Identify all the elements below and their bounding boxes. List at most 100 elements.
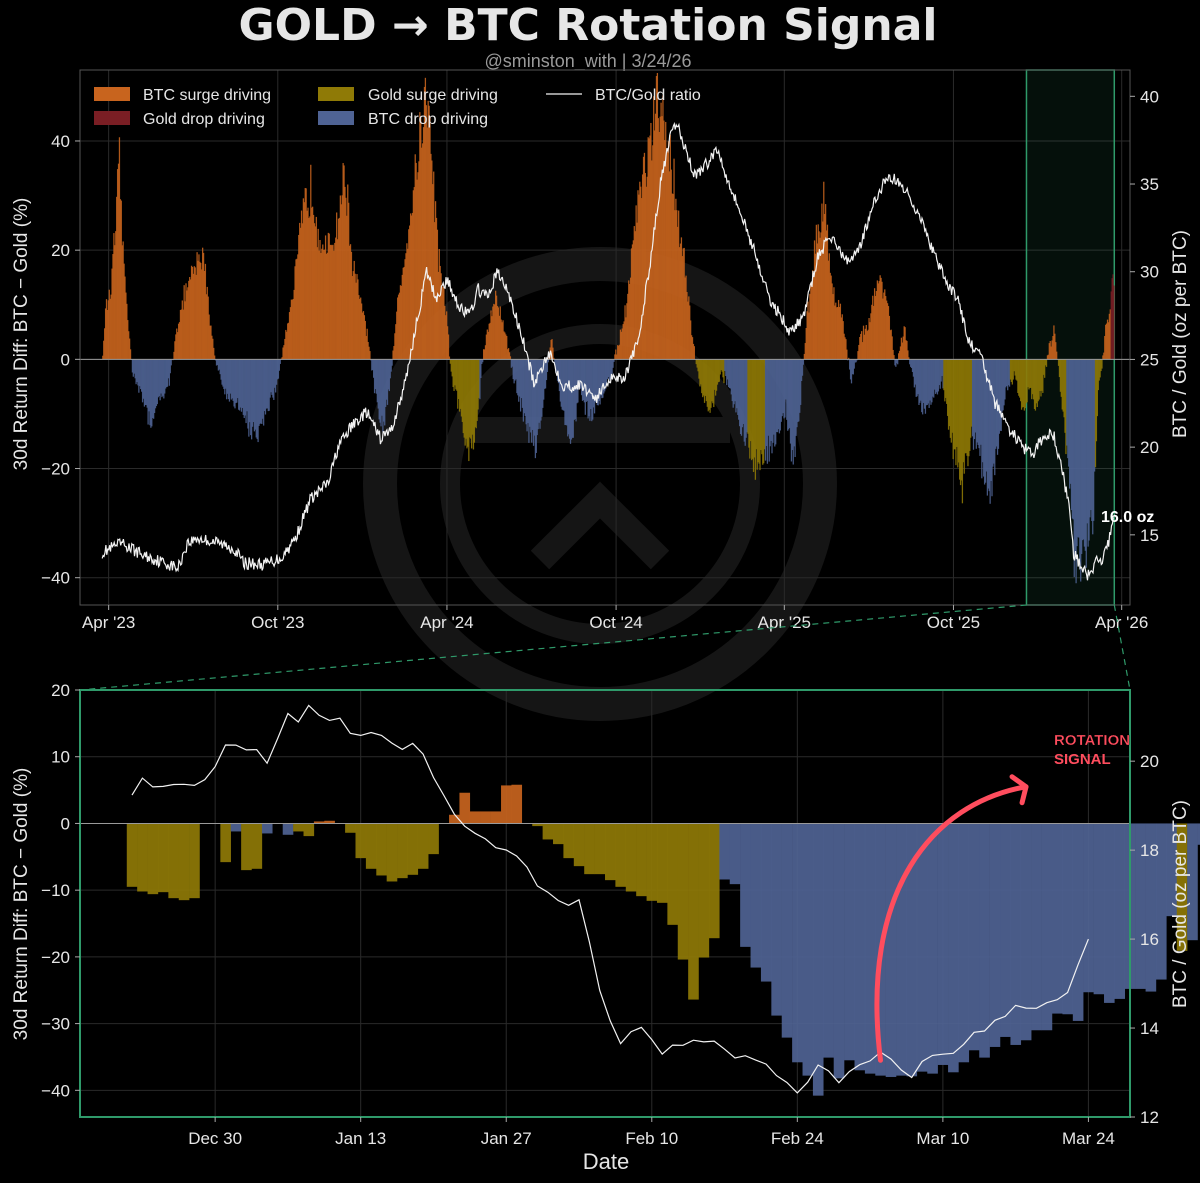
overview-diff-bar	[713, 359, 715, 408]
overview-diff-bar	[728, 359, 731, 389]
zoom-diff-bar	[771, 823, 782, 1016]
overview-diff-bar	[414, 154, 416, 360]
overview-diff-bar	[1085, 359, 1087, 568]
overview-diff-bar	[926, 359, 928, 405]
overview-diff-bar	[615, 349, 617, 360]
rotation-signal-arrowhead	[1009, 774, 1029, 806]
overview-diff-bar	[348, 202, 350, 360]
overview-diff-bar	[139, 359, 141, 387]
overview-diff-bar	[333, 250, 335, 360]
overview-diff-bar	[452, 359, 454, 388]
overview-diff-bar	[421, 147, 423, 360]
overview-diff-bar	[816, 243, 818, 360]
overview-diff-bar	[255, 359, 257, 438]
overview-diff-bar	[859, 336, 861, 360]
overview-diff-bar	[429, 116, 431, 360]
zoom-y-tick-label: −40	[41, 1081, 70, 1100]
overview-diff-bar	[933, 359, 935, 398]
overview-diff-bar	[360, 303, 363, 360]
overview-diff-bar	[104, 328, 106, 360]
overview-diff-bar	[883, 292, 885, 360]
overview-diff-bar	[678, 210, 680, 360]
zoom-diff-bar	[1072, 823, 1084, 1021]
overview-diff-bar	[375, 359, 378, 394]
overview-diff-bar	[668, 171, 671, 360]
overview-diff-bar	[403, 266, 405, 360]
overview-diff-bar	[890, 329, 892, 360]
zoom-diff-bar	[501, 785, 512, 824]
overview-diff-bar	[334, 242, 336, 360]
overview-diff-bar	[898, 350, 901, 360]
overview-diff-bar	[785, 359, 787, 400]
overview-diff-bar	[134, 359, 136, 379]
overview-diff-bar	[888, 315, 891, 360]
overview-diff-bar	[442, 287, 444, 360]
overview-diff-bar	[605, 359, 608, 386]
overview-diff-bar	[902, 336, 904, 360]
overview-diff-bar	[271, 359, 273, 395]
zoom-diff-bar	[615, 823, 626, 887]
zoom-diff-bar	[948, 823, 959, 1073]
overview-diff-bar	[609, 359, 611, 380]
overview-diff-bar	[330, 244, 332, 360]
overview-diff-bar	[984, 359, 987, 483]
overview-diff-bar	[301, 223, 304, 360]
overview-diff-bar	[318, 250, 320, 360]
overview-diff-bar	[327, 232, 329, 360]
overview-diff-bar	[690, 320, 692, 360]
overview-diff-bar	[273, 359, 275, 400]
zoom-diff-bar	[397, 823, 408, 879]
overview-diff-bar	[841, 314, 843, 360]
overview-diff-bar	[575, 359, 577, 422]
overview-diff-bar	[286, 331, 288, 360]
overview-diff-bar	[113, 233, 115, 360]
overview-y2-tick-label: 20	[1140, 438, 1159, 457]
overview-diff-bar	[132, 359, 134, 377]
overview-diff-bar	[174, 341, 176, 360]
overview-diff-bar	[598, 359, 600, 401]
overview-diff-bar	[138, 359, 140, 393]
zoom-diff-bar	[667, 823, 678, 925]
overview-diff-bar	[987, 359, 989, 489]
overview-diff-bar	[797, 359, 799, 422]
overview-y-tick-label: 20	[51, 241, 70, 260]
overview-diff-bar	[956, 359, 958, 447]
overview-diff-bar	[591, 359, 593, 422]
zoom-diff-bar	[157, 823, 169, 893]
overview-diff-bar	[580, 359, 582, 389]
overview-diff-bar	[701, 359, 703, 394]
overview-diff-bar	[135, 359, 137, 385]
zoom-x-tick-label: Jan 27	[481, 1129, 532, 1148]
overview-diff-bar	[738, 359, 740, 420]
overview-diff-bar	[343, 165, 345, 360]
overview-diff-bar	[940, 359, 942, 382]
overview-diff-bar	[152, 359, 154, 419]
overview-diff-bar	[107, 300, 110, 360]
overview-diff-bar	[289, 307, 292, 360]
overview-diff-bar	[979, 359, 981, 456]
overview-diff-bar	[983, 359, 986, 485]
overview-diff-bar	[528, 359, 530, 443]
overview-diff-bar	[111, 268, 113, 360]
overview-diff-bar	[897, 359, 899, 365]
overview-diff-bar	[980, 359, 982, 445]
overview-diff-bar	[1042, 359, 1044, 393]
overview-diff-bar	[799, 359, 801, 413]
overview-diff-bar	[128, 331, 130, 360]
overview-diff-bar	[287, 322, 290, 360]
overview-diff-bar	[673, 158, 675, 360]
overview-diff-bar	[507, 348, 510, 360]
overview-diff-bar	[532, 359, 535, 446]
overview-diff-bar	[1064, 359, 1066, 433]
overview-diff-bar	[932, 359, 934, 397]
overview-diff-bar	[259, 359, 261, 424]
overview-diff-bar	[636, 222, 638, 360]
overview-diff-bar	[535, 359, 537, 453]
overview-diff-bar	[335, 237, 337, 360]
overview-diff-bar	[665, 121, 667, 360]
overview-diff-bar	[805, 327, 807, 360]
overview-diff-bar	[993, 359, 995, 464]
overview-diff-bar	[817, 224, 819, 360]
overview-diff-bar	[423, 86, 426, 360]
overview-diff-bar	[792, 359, 794, 465]
